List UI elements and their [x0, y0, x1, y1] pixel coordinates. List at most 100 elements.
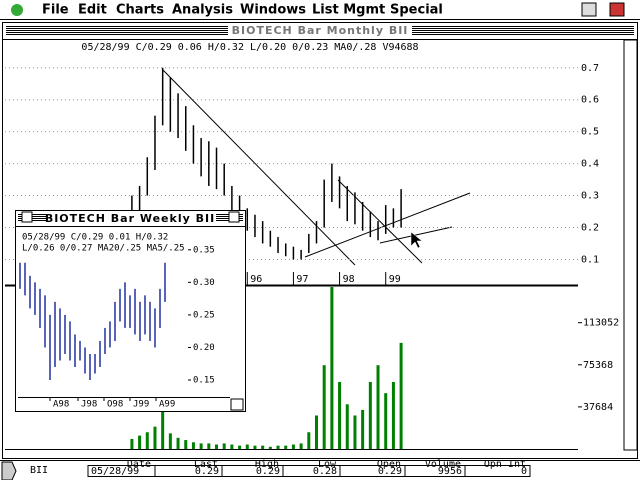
- title-backing: [46, 211, 216, 225]
- volume-bar: [253, 445, 257, 449]
- y-tick-label: 0.35: [193, 245, 215, 255]
- volume-bar: [361, 409, 365, 449]
- x-tick-label: A98: [53, 400, 69, 410]
- status-arrow[interactable]: [1, 461, 17, 480]
- app-icon[interactable]: [609, 2, 625, 17]
- x-tick-label: 98: [343, 274, 355, 285]
- volume-bar: [376, 365, 380, 449]
- volume-bar: [168, 433, 172, 449]
- volume-bar: [176, 437, 180, 449]
- volume-bar: [261, 445, 265, 449]
- volume-bar: [284, 445, 288, 449]
- x-tick-label: 97: [296, 274, 308, 285]
- column-header: Volume: [425, 459, 461, 470]
- menu-item[interactable]: List Mgmt: [312, 3, 385, 18]
- volume-bar: [153, 426, 157, 449]
- volume-bar: [245, 444, 249, 449]
- volume-bar: [384, 393, 388, 449]
- value-cell: [464, 465, 531, 477]
- column-value: 05/28/99: [91, 466, 139, 477]
- volume-bar: [353, 415, 357, 449]
- volume-bar: [330, 287, 334, 449]
- column-value: 0.29: [256, 466, 280, 477]
- x-tick-label: A99: [159, 400, 175, 410]
- help-icon[interactable]: [581, 2, 597, 17]
- y-tick-label: 113052: [583, 318, 619, 329]
- volume-bar: [338, 381, 342, 449]
- column-value: 0.29: [378, 466, 402, 477]
- menu-item[interactable]: Edit: [78, 3, 107, 18]
- volume-bar: [222, 443, 226, 449]
- volume-bar: [314, 415, 318, 449]
- y-tick-label: 0.20: [193, 343, 215, 353]
- volume-bar: [368, 381, 372, 449]
- column-value: 0: [521, 466, 527, 477]
- volume-bar: [184, 440, 188, 449]
- menu-item[interactable]: File: [42, 3, 69, 18]
- volume-bar: [291, 444, 295, 449]
- y-tick-label: 37684: [583, 402, 613, 413]
- volume-bar: [207, 443, 211, 449]
- y-tick-label: 0.15: [193, 376, 215, 386]
- status-bar: BII Date05/28/99Last0.29High0.29Low0.28O…: [0, 459, 640, 480]
- trend-lines: [161, 68, 471, 266]
- title-backing: [228, 24, 412, 38]
- x-tick-label: 99: [389, 274, 401, 285]
- y-tick-label: 0.3: [581, 191, 599, 202]
- volume-bar: [138, 435, 142, 449]
- y-tick-label: 0.25: [193, 310, 215, 320]
- volume-bar: [215, 444, 219, 449]
- menu-item[interactable]: Windows: [240, 3, 306, 18]
- column-header: High: [255, 459, 279, 470]
- window-title: BIOTECH Bar Monthly BII: [232, 24, 409, 37]
- column-header: Open: [377, 459, 401, 470]
- column-header: Date: [127, 459, 151, 470]
- zoom-box[interactable]: [228, 211, 240, 223]
- apple-menu[interactable]: [11, 4, 23, 16]
- y-tick-label: 0.5: [581, 127, 599, 138]
- volume-bar: [391, 381, 395, 449]
- volume-bar: [230, 444, 234, 449]
- volume-bar: [307, 432, 311, 449]
- y-tick-label: 0.7: [581, 63, 599, 74]
- window-title: BIOTECH Bar Weekly BII: [45, 212, 215, 225]
- grow-box[interactable]: [230, 398, 244, 411]
- volume-bar: [399, 342, 403, 449]
- volume-bar: [145, 432, 149, 449]
- y-tick-label: 0.1: [581, 254, 599, 265]
- menu-item[interactable]: Analysis: [172, 3, 233, 18]
- volume-bar: [345, 404, 349, 449]
- y-tick-label: 75368: [583, 360, 613, 371]
- column-header: Last: [194, 459, 218, 470]
- symbol: BII: [30, 465, 48, 476]
- column-value: 9956: [438, 466, 462, 477]
- scroll-bar[interactable]: [623, 39, 638, 451]
- quote-info: L/0.26 0/0.27 MA20/.25 MA5/.25: [22, 244, 185, 254]
- menu-item[interactable]: Charts: [116, 3, 164, 18]
- close-box[interactable]: [21, 211, 33, 223]
- volume-bar: [130, 438, 134, 449]
- volume-bar: [268, 446, 272, 449]
- x-tick-label: J98: [81, 400, 97, 410]
- volume-bar: [161, 406, 165, 449]
- y-tick-label: 0.6: [581, 95, 599, 106]
- y-tick-label: 0.2: [581, 223, 599, 234]
- column-value: 0.29: [195, 466, 219, 477]
- cursor: [410, 231, 423, 249]
- column-value: 0.28: [313, 466, 337, 477]
- volume-bar: [276, 445, 280, 449]
- column-header: Low: [318, 459, 337, 470]
- x-tick-label: J99: [133, 400, 149, 410]
- y-tick-label: 0.30: [193, 278, 215, 288]
- volume-bar: [191, 442, 195, 449]
- weekly-window: BIOTECH Bar Weekly BII 05/28/99 C/0.29 0…: [15, 210, 246, 412]
- menu-item[interactable]: Special: [390, 3, 443, 18]
- quote-info: 05/28/99 C/0.29 0.01 H/0.32: [22, 233, 168, 243]
- volume-bar: [299, 443, 303, 449]
- volume-bar: [322, 365, 326, 449]
- volume-bar: [199, 443, 203, 449]
- volume-bar: [238, 445, 242, 449]
- y-tick-label: 0.4: [581, 159, 599, 170]
